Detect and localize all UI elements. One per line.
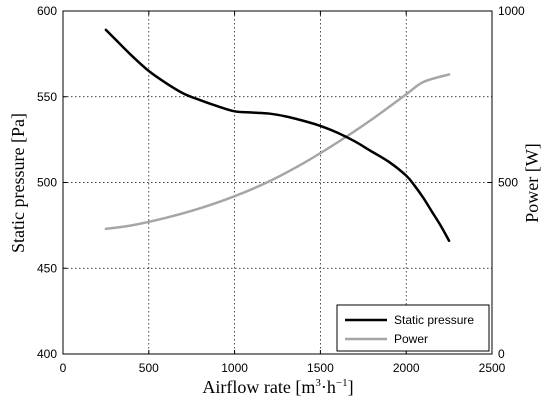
x-tick-label: 1000 [221,361,248,375]
y-axis-left-title: Static pressure [Pa] [8,113,28,253]
series-line-static-pressure [104,28,451,243]
series-layer [104,28,451,243]
x-tick-label: 1500 [307,361,334,375]
legend-label-static-pressure: Static pressure [394,313,474,327]
x-axis-title: Airflow rate [m3·h−1] [202,377,353,397]
y-left-tick-label: 400 [37,347,57,361]
x-tick-label: 0 [60,361,67,375]
y-left-tick-label: 500 [37,176,57,190]
legend: Static pressure Power [336,304,490,352]
axis-ticks: 0 500 1000 1500 2000 2500 400 450 500 550 600 0 500 1… [37,4,525,375]
y-axis-right-title: Power [W] [522,143,542,222]
legend-box [336,304,490,352]
x-tick-label: 2000 [393,361,420,375]
y-left-tick-label: 600 [37,4,57,18]
x-tick-label: 2500 [479,361,506,375]
y-right-tick-label: 0 [498,347,505,361]
y-left-tick-label: 550 [37,90,57,104]
y-right-tick-label: 500 [498,176,518,190]
legend-label-power: Power [394,332,428,346]
y-right-tick-label: 1000 [498,4,525,18]
x-tick-label: 500 [139,361,159,375]
grid [63,11,492,354]
y-left-tick-label: 450 [37,261,57,275]
series-line-power [104,73,451,231]
